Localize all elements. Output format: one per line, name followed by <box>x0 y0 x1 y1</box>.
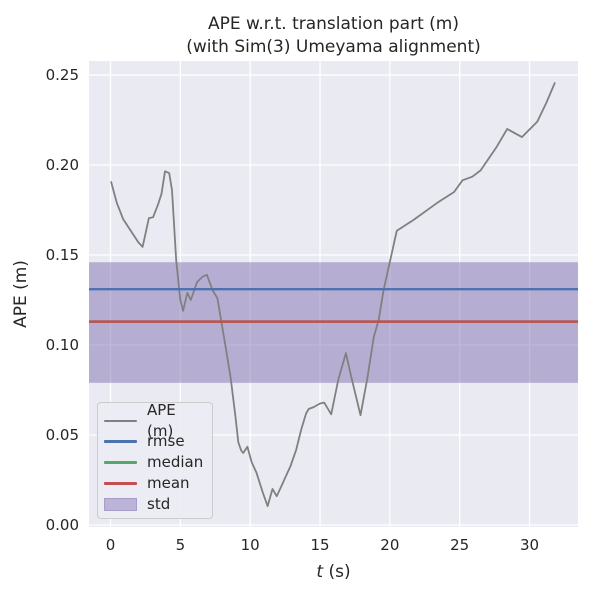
y-tick-label: 0.20 <box>45 156 79 175</box>
legend-item-std: std <box>104 494 203 515</box>
x-tick-label: 0 <box>105 536 116 554</box>
y-tick-label: 0.25 <box>45 66 79 85</box>
legend-line-swatch <box>104 461 137 464</box>
legend-patch-swatch <box>104 498 137 511</box>
chart-title: APE w.r.t. translation part (m) <box>208 14 459 34</box>
x-tick-label: 10 <box>240 536 260 554</box>
legend-label: mean <box>147 474 190 492</box>
y-tick-label: 0.00 <box>45 516 79 535</box>
x-tick-label: 20 <box>380 536 400 554</box>
legend-swatch-mark <box>104 482 137 485</box>
legend-swatch-mark <box>104 498 137 511</box>
ape-line <box>110 82 556 508</box>
x-tick-label: 5 <box>175 536 186 554</box>
x-tick-label: 30 <box>519 536 540 554</box>
legend: APE (m) rmse median mean std <box>97 401 213 519</box>
x-tick-label: 15 <box>310 536 330 554</box>
y-tick-label: 0.05 <box>45 426 79 445</box>
legend-swatch-mark <box>104 419 137 422</box>
y-tick-label: 0.15 <box>45 246 79 265</box>
legend-label: rmse <box>147 432 185 450</box>
legend-item-apem: APE (m) <box>104 401 203 440</box>
x-tick-label: 25 <box>450 536 470 554</box>
x-axis-label-var: t <box>316 562 324 582</box>
chart-subtitle: (with Sim(3) Umeyama alignment) <box>186 37 481 57</box>
legend-item-median: median <box>104 452 203 473</box>
legend-label: median <box>147 453 204 471</box>
legend-label: APE (m) <box>147 400 176 440</box>
chart-title-block: APE w.r.t. translation part (m) (with Si… <box>89 13 578 59</box>
legend-label: std <box>147 495 171 513</box>
x-axis-label-unit: (s) <box>323 562 351 582</box>
y-tick-label: 0.10 <box>45 336 79 355</box>
y-axis-label: APE (m) <box>11 260 31 328</box>
legend-line-swatch <box>104 440 137 443</box>
legend-swatch-mark <box>104 440 137 443</box>
legend-swatch-mark <box>104 461 137 464</box>
legend-item-mean: mean <box>104 473 203 494</box>
legend-line-swatch <box>104 482 137 485</box>
legend-line-swatch <box>104 419 137 422</box>
legend-item-rmse: rmse <box>104 431 203 452</box>
x-axis-label: t (s) <box>89 562 578 582</box>
